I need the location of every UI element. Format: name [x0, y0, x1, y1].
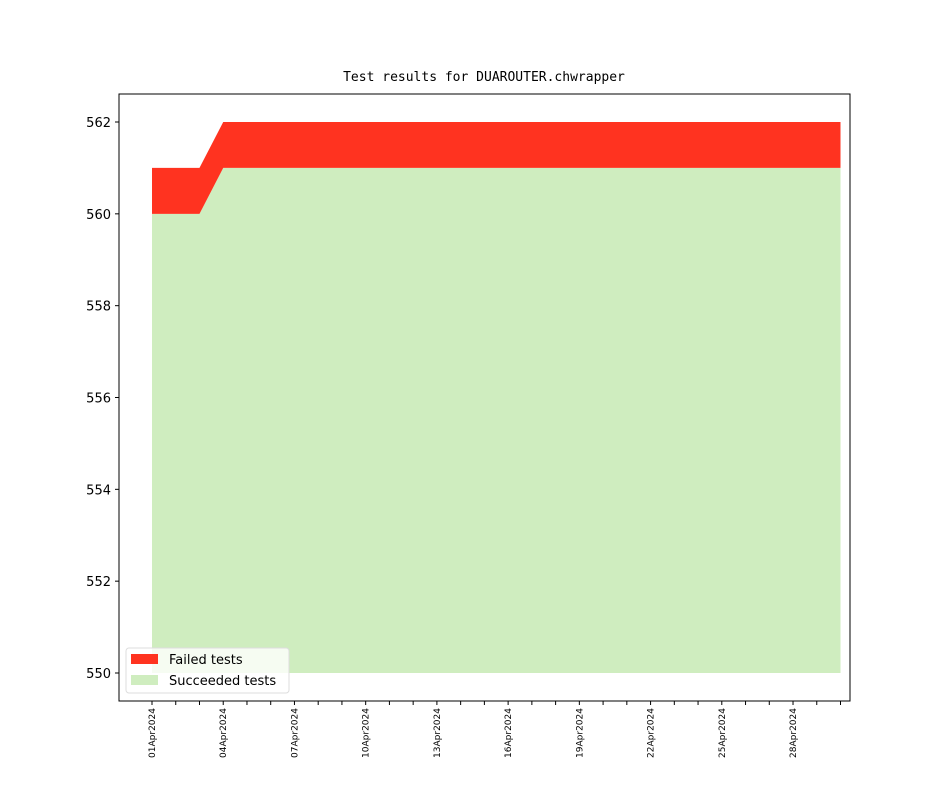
y-tick-label: 554 — [86, 483, 111, 498]
legend-swatch — [131, 654, 158, 664]
y-tick-label: 558 — [86, 300, 111, 315]
legend-swatch — [131, 675, 158, 685]
x-tick-label: 25Apr2024 — [718, 708, 728, 758]
area — [152, 167, 841, 673]
x-tick-label: 10Apr2024 — [362, 708, 372, 758]
x-tick-label: 22Apr2024 — [647, 708, 657, 758]
legend: Failed tests Succeeded tests — [125, 647, 290, 694]
x-tick-label: 04Apr2024 — [219, 708, 229, 758]
y-tick-label: 552 — [86, 575, 111, 590]
legend-label: Failed tests — [169, 653, 243, 668]
x-tick-label: 01Apr2024 — [148, 708, 158, 758]
y-tick-label: 550 — [86, 667, 111, 682]
y-tick-label: 556 — [86, 392, 111, 407]
x-tick-label: 13Apr2024 — [433, 708, 443, 758]
legend-box — [125, 647, 290, 694]
x-tick-label: 28Apr2024 — [789, 708, 799, 758]
area — [152, 122, 841, 214]
x-tick-label: 16Apr2024 — [504, 708, 514, 758]
x-tick-label: 19Apr2024 — [575, 708, 585, 758]
legend-label: Succeeded tests — [169, 674, 276, 689]
chart-title: Test results for DUAROUTER.chwrapper — [343, 70, 625, 85]
y-tick-label: 560 — [86, 208, 111, 223]
x-tick-label: 07Apr2024 — [290, 708, 300, 758]
y-tick-label: 562 — [86, 116, 111, 131]
